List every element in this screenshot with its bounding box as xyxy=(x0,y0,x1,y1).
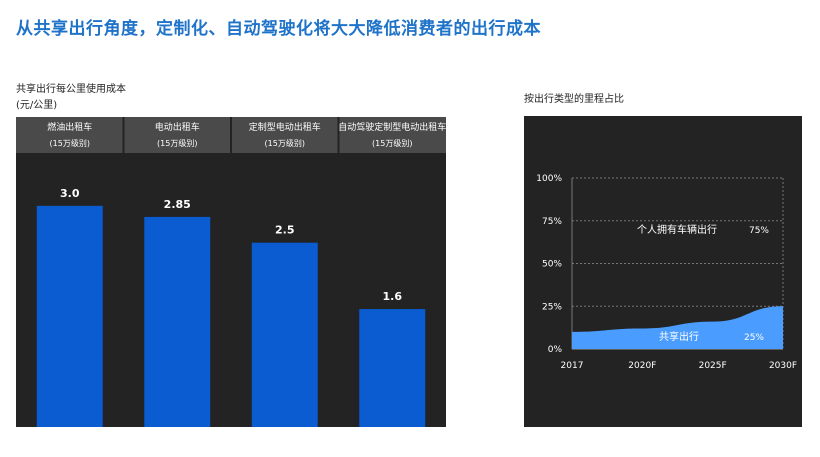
bar-value-label: 3.0 xyxy=(60,187,80,200)
personal-series-label: 个人拥有车辆出行 xyxy=(637,223,717,236)
category-label: 电动出租车 xyxy=(155,121,200,133)
y-tick-label: 50% xyxy=(542,260,562,270)
left-chart-caption: 共享出行每公里使用成本 xyxy=(16,84,126,95)
bar xyxy=(251,242,318,427)
bar xyxy=(36,205,103,427)
category-label: 自动驾驶定制型电动出租车 xyxy=(338,121,446,133)
shared-mobility-area xyxy=(572,306,783,349)
bar xyxy=(359,309,426,427)
x-tick-label: 2025F xyxy=(699,361,727,371)
bar-value-label: 1.6 xyxy=(383,290,403,303)
y-tick-label: 0% xyxy=(548,345,563,355)
x-tick-label: 2020F xyxy=(628,361,656,371)
category-label: 燃油出租车 xyxy=(47,121,92,133)
left-chart-unit: (元/公里) xyxy=(16,100,58,111)
x-tick-label: 2030F xyxy=(769,361,797,371)
bar xyxy=(144,216,211,427)
cost-bar-chart: 燃油出租车 (15万级别) 3.0 电动出租车 (15万级别) 2.85 定制型电动出租车 (… xyxy=(16,117,446,427)
category-note: (15万级别) xyxy=(265,138,305,148)
page-headline: 从共享出行角度，定制化、自动驾驶化将大大降低消费者的出行成本 xyxy=(16,19,541,39)
shared-value-label: 25% xyxy=(744,333,764,343)
y-tick-label: 25% xyxy=(542,302,562,312)
mileage-area-chart: 0% 25% 50% 75% 100% 2017 2020F 2025F 2030F 个人拥有车辆… xyxy=(536,174,797,371)
personal-value-label: 75% xyxy=(749,226,769,236)
bar-value-label: 2.5 xyxy=(275,224,295,237)
y-tick-label: 75% xyxy=(542,217,562,227)
shared-series-label: 共享出行 xyxy=(659,330,699,343)
category-label: 定制型电动出租车 xyxy=(249,121,321,133)
category-note: (15万级别) xyxy=(50,138,90,148)
mileage-chart-panel xyxy=(524,116,802,427)
bar-value-label: 2.85 xyxy=(164,198,191,211)
category-note: (15万级别) xyxy=(372,138,412,148)
x-tick-label: 2017 xyxy=(561,361,584,371)
category-note: (15万级别) xyxy=(157,138,197,148)
right-chart-caption: 按出行类型的里程占比 xyxy=(524,94,624,105)
y-tick-label: 100% xyxy=(536,174,562,184)
